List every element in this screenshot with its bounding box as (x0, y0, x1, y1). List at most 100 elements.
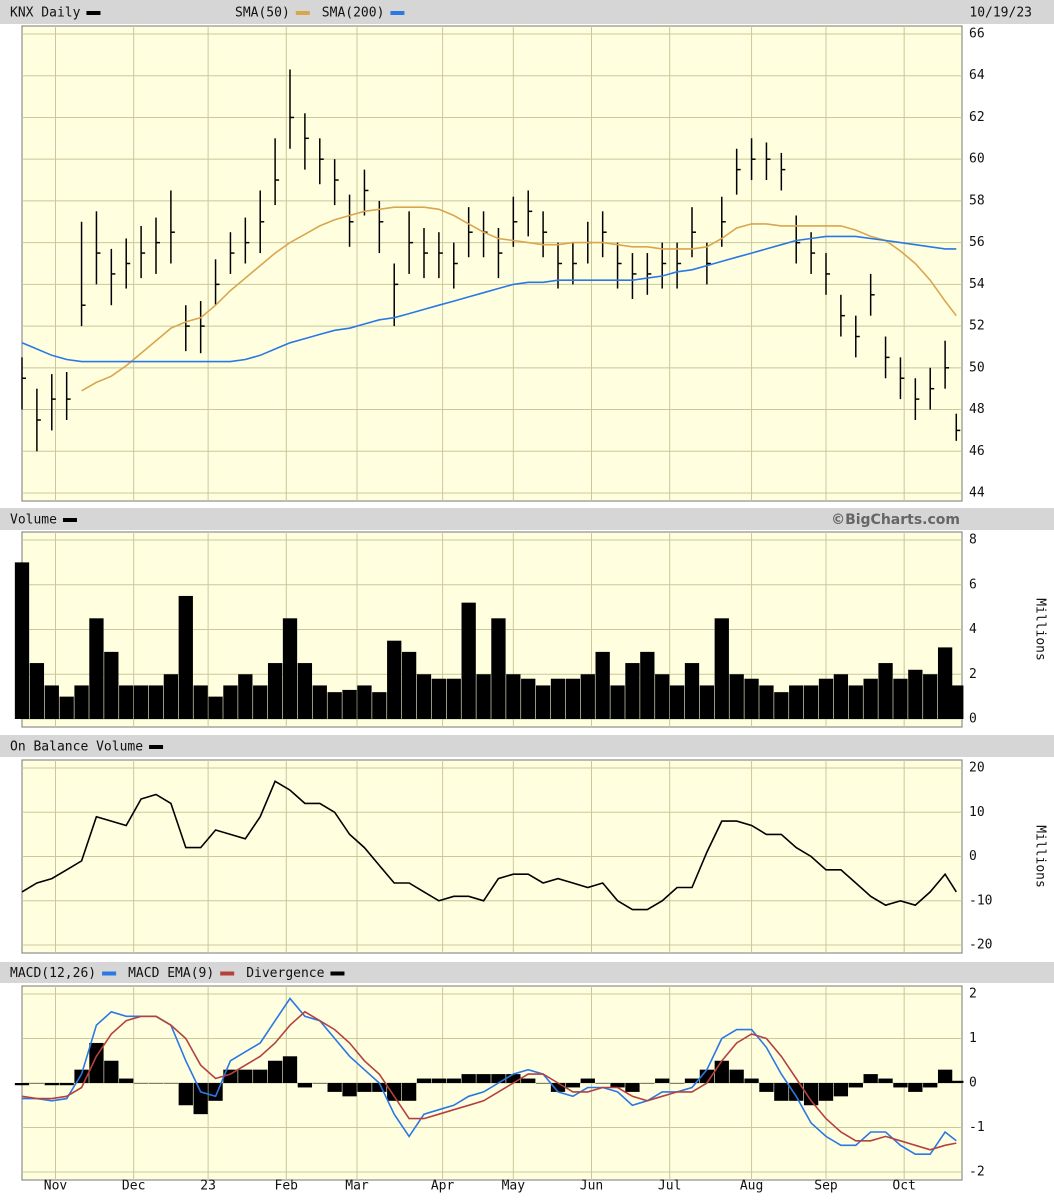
bar (297, 1083, 313, 1088)
legend-label: On Balance Volume (10, 740, 143, 755)
y-tick-label: 2 (969, 667, 977, 682)
legend-label: SMA(200) (322, 6, 385, 21)
y-tick-label: 0 (969, 849, 977, 864)
y-tick-label: 66 (969, 27, 985, 42)
bar (297, 663, 313, 719)
bar (937, 647, 953, 719)
y-tick-label: 1 (969, 1031, 977, 1046)
bar (223, 685, 238, 719)
bar (744, 1078, 759, 1083)
bar (684, 1078, 700, 1083)
bar (863, 1074, 878, 1083)
bar (655, 674, 670, 719)
bar (803, 1083, 819, 1106)
bar (178, 595, 193, 719)
bar (923, 1083, 938, 1088)
x-tick-label: Oct (892, 1179, 915, 1194)
y-tick-label: -2 (969, 1165, 985, 1180)
y-tick-label: 56 (969, 235, 985, 250)
legend-label: Volume (10, 513, 57, 528)
bar (937, 1069, 953, 1083)
bar (610, 685, 625, 719)
bar (446, 1078, 461, 1083)
bar (759, 1083, 774, 1092)
bar (908, 1083, 923, 1092)
bar (774, 692, 789, 719)
y-tick-label: 60 (969, 152, 985, 167)
y-tick-label: 48 (969, 402, 985, 417)
panel-header (0, 735, 1054, 757)
bar (521, 1078, 536, 1083)
bar (387, 640, 402, 719)
bar (74, 685, 89, 719)
bar (446, 678, 461, 719)
bar (267, 663, 283, 719)
bar (491, 618, 506, 719)
bar (401, 1083, 417, 1101)
macd-line (21, 1010, 957, 1151)
bar (550, 678, 566, 719)
bar (949, 1080, 964, 1083)
bar (893, 1083, 908, 1088)
bar (342, 1083, 357, 1097)
x-tick-label: Apr (431, 1179, 455, 1194)
bar (29, 663, 45, 719)
bar (535, 685, 551, 719)
bar (699, 685, 715, 719)
bar (878, 663, 893, 719)
date-label: 10/19/23 (969, 6, 1032, 21)
bar (387, 1083, 402, 1101)
bar (44, 1083, 59, 1086)
bar (357, 1083, 372, 1092)
bar (640, 651, 655, 719)
y-tick-label: 20 (969, 761, 985, 776)
bar (949, 685, 964, 719)
panel-header (0, 508, 1054, 530)
bar (669, 685, 685, 719)
bar (803, 685, 819, 719)
bar (893, 678, 908, 719)
y-tick-label: 2 (969, 987, 977, 1002)
bar (550, 1083, 566, 1092)
bar (506, 674, 521, 719)
bar (89, 1042, 104, 1083)
y-tick-label: 58 (969, 193, 985, 208)
legend-swatch (149, 745, 164, 749)
bar (238, 674, 253, 719)
bar (267, 1060, 283, 1083)
y-tick-label: 44 (969, 486, 985, 501)
bar (818, 1083, 834, 1101)
bar (223, 1069, 238, 1083)
bar (759, 685, 774, 719)
y-tick-label: 46 (969, 444, 985, 459)
x-tick-label: Jun (580, 1179, 603, 1194)
bar (863, 678, 878, 719)
bar (29, 1083, 45, 1084)
bar (729, 674, 744, 719)
legend-swatch (102, 971, 117, 976)
bar (521, 678, 536, 719)
bar (59, 696, 74, 719)
bar (580, 674, 595, 719)
bar (461, 1074, 476, 1083)
bar (119, 685, 134, 719)
bar (908, 669, 923, 719)
bar (655, 1078, 670, 1083)
legend-swatch (86, 11, 101, 15)
bar (610, 1083, 625, 1088)
bar (372, 1083, 387, 1092)
bar (44, 685, 59, 719)
legend-swatch (295, 11, 310, 15)
bar (133, 1083, 149, 1084)
bar (848, 685, 863, 719)
obv-line (21, 780, 957, 911)
y-tick-label: -10 (969, 893, 992, 908)
bar (253, 1069, 268, 1083)
x-tick-label: Mar (345, 1179, 369, 1194)
legend-label: Divergence (246, 966, 324, 981)
bar (878, 1078, 893, 1083)
sma-line (21, 235, 957, 363)
panel-header (0, 0, 1054, 24)
